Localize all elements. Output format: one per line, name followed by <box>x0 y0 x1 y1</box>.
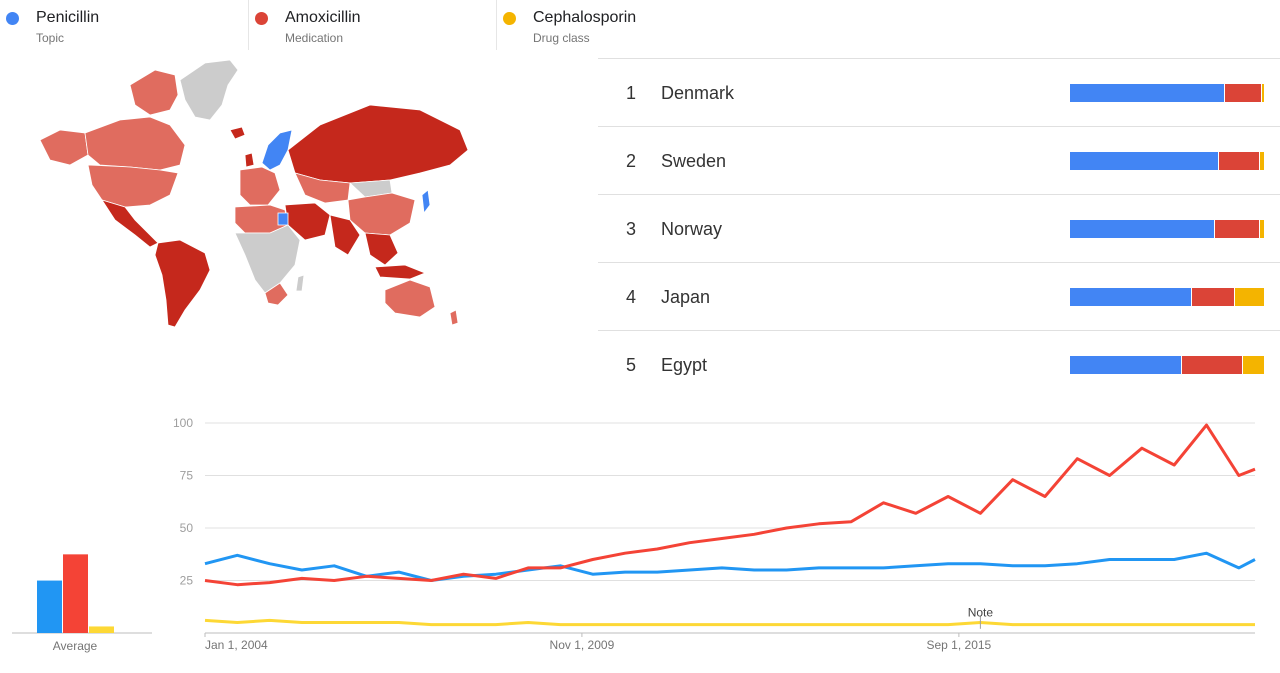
region-russia[interactable] <box>287 104 469 184</box>
average-bar-penicillin <box>37 580 62 633</box>
x-tick-label: Sep 1, 2015 <box>927 638 992 652</box>
region-alaska[interactable] <box>39 129 89 166</box>
rank-share-segment-penicillin <box>1070 152 1218 170</box>
legend-item-amoxicillin[interactable]: Amoxicillin Medication <box>248 0 479 50</box>
legend-dot-penicillin <box>6 12 19 25</box>
ranking-row[interactable]: 3 Norway <box>598 194 1280 262</box>
rank-share-segment-amoxicillin <box>1217 152 1260 170</box>
rank-share-bar <box>1070 220 1264 238</box>
region-new-zealand[interactable] <box>449 309 459 326</box>
region-iceland[interactable] <box>229 126 246 140</box>
rank-share-segment-cephalosporin <box>1259 152 1264 170</box>
rank-number: 2 <box>626 151 637 171</box>
rank-number: 3 <box>626 219 637 239</box>
legend-sub: Drug class <box>533 31 590 45</box>
rank-share-segment-penicillin <box>1070 220 1215 238</box>
rank-share-segment-cephalosporin <box>1261 84 1264 102</box>
note-label[interactable]: Note <box>968 606 994 620</box>
rank-share-segment-amoxicillin <box>1181 356 1242 374</box>
ranking-row[interactable]: 4 Japan <box>598 262 1280 330</box>
rank-share-segment-penicillin <box>1070 84 1224 102</box>
rank-share-segment-cephalosporin <box>1241 356 1264 374</box>
rank-number: 5 <box>626 355 637 375</box>
average-chart-svg: Average <box>12 554 152 653</box>
region-china[interactable] <box>347 192 416 236</box>
region-australia[interactable] <box>384 279 436 318</box>
region-ranking: 1 Denmark 2 Sweden 3 Norway 4 Japan 5 Eg… <box>598 58 1280 398</box>
rank-country: Denmark <box>661 83 735 103</box>
y-tick-label: 50 <box>180 521 194 535</box>
rank-number: 4 <box>626 287 637 307</box>
y-tick-label: 75 <box>180 469 194 483</box>
region-south-africa[interactable] <box>264 282 289 306</box>
rank-share-bar <box>1070 356 1264 374</box>
y-tick-label: 25 <box>180 574 194 588</box>
rank-share-segment-amoxicillin <box>1223 84 1262 102</box>
rank-share-segment-penicillin <box>1070 356 1182 374</box>
rank-share-segment-amoxicillin <box>1190 288 1235 306</box>
average-label: Average <box>53 639 98 653</box>
rank-share-segment-cephalosporin <box>1234 288 1264 306</box>
interest-over-time-chart[interactable]: 25 50 75 100 Jan 1, 2004 Nov 1, 2009 Sep 1, 20… <box>160 408 1275 663</box>
region-indonesia[interactable] <box>374 264 427 280</box>
rank-country: Egypt <box>661 355 708 375</box>
rank-country: Japan <box>661 287 711 307</box>
legend-name: Cephalosporin <box>533 9 637 26</box>
region-usa[interactable] <box>87 164 179 208</box>
legend-item-penicillin[interactable]: Penicillin Topic <box>0 0 230 50</box>
rank-share-bar <box>1070 288 1264 306</box>
region-central-africa[interactable] <box>234 224 301 294</box>
region-uk[interactable] <box>244 152 255 168</box>
world-map-svg <box>39 59 469 328</box>
y-tick-label: 100 <box>173 416 193 430</box>
region-mexico[interactable] <box>101 199 159 248</box>
rank-country: Norway <box>661 219 723 239</box>
ranking-row[interactable]: 2 Sweden <box>598 126 1280 194</box>
legend-sub: Topic <box>36 31 65 45</box>
average-bar-amoxicillin <box>63 554 88 633</box>
rank-country: Sweden <box>661 151 727 171</box>
legend-dot-amoxicillin <box>255 12 268 25</box>
rank-number: 1 <box>626 83 637 103</box>
series-line-cephalosporin[interactable] <box>204 618 1255 627</box>
world-map[interactable] <box>30 55 480 335</box>
legend-name: Penicillin <box>36 9 100 26</box>
ranking-row[interactable]: 1 Denmark <box>598 58 1280 126</box>
region-se-asia[interactable] <box>364 232 399 266</box>
region-canada[interactable] <box>84 116 186 171</box>
series-line-amoxicillin[interactable] <box>204 423 1256 587</box>
average-chart: Average <box>12 520 152 660</box>
region-madagascar[interactable] <box>295 274 305 292</box>
ranking-row[interactable]: 5 Egypt <box>598 330 1280 398</box>
average-bar-cephalosporin <box>89 626 114 633</box>
region-western-europe[interactable] <box>239 166 281 206</box>
region-south-america[interactable] <box>154 239 211 328</box>
rank-share-segment-amoxicillin <box>1214 220 1260 238</box>
legend-sub: Medication <box>285 31 344 45</box>
legend-name: Amoxicillin <box>285 9 361 26</box>
region-greenland[interactable] <box>179 59 239 121</box>
region-japan[interactable] <box>421 189 431 215</box>
rank-share-segment-penicillin <box>1070 288 1191 306</box>
region-egypt[interactable] <box>277 212 289 226</box>
region-india[interactable] <box>329 214 361 256</box>
rank-share-bar <box>1070 152 1264 170</box>
legend-item-cephalosporin[interactable]: Cephalosporin Drug class <box>496 0 727 50</box>
x-tick-label: Jan 1, 2004 <box>205 638 268 652</box>
region-arctic-canada[interactable] <box>129 69 179 116</box>
legend-bar: Penicillin Topic Amoxicillin Medication … <box>0 0 1280 50</box>
series-line-penicillin[interactable] <box>204 551 1256 582</box>
rank-share-bar <box>1070 84 1264 102</box>
rank-share-segment-cephalosporin <box>1259 220 1264 238</box>
region-scandinavia[interactable] <box>261 129 293 171</box>
x-tick-label: Nov 1, 2009 <box>550 638 615 652</box>
line-chart-svg: 25 50 75 100 Jan 1, 2004 Nov 1, 2009 Sep 1, 20… <box>173 416 1256 652</box>
legend-dot-cephalosporin <box>503 12 516 25</box>
